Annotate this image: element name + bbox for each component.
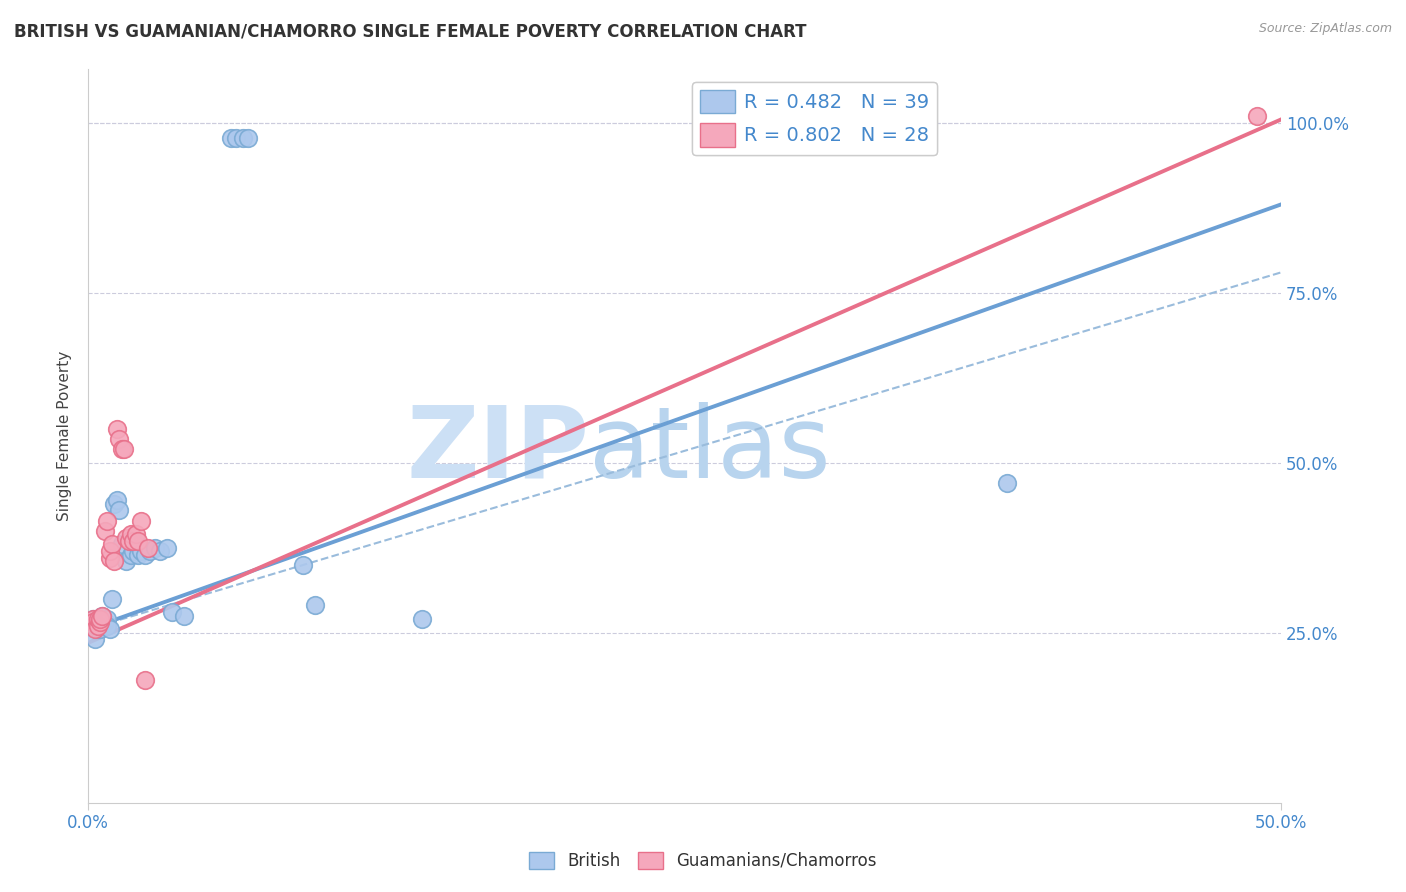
Point — [118, 533, 141, 548]
Point — [122, 533, 145, 548]
Point — [291, 558, 314, 572]
Point — [91, 608, 114, 623]
Point — [139, 544, 162, 558]
Point — [156, 541, 179, 555]
Point — [110, 537, 132, 551]
Point — [82, 615, 104, 630]
Point — [96, 514, 118, 528]
Text: Source: ZipAtlas.com: Source: ZipAtlas.com — [1258, 22, 1392, 36]
Point — [125, 527, 148, 541]
Y-axis label: Single Female Poverty: Single Female Poverty — [58, 351, 72, 521]
Text: BRITISH VS GUAMANIAN/CHAMORRO SINGLE FEMALE POVERTY CORRELATION CHART: BRITISH VS GUAMANIAN/CHAMORRO SINGLE FEM… — [14, 22, 807, 40]
Point — [86, 619, 108, 633]
Point — [134, 548, 156, 562]
Point — [89, 615, 111, 630]
Point — [120, 548, 142, 562]
Point — [221, 131, 243, 145]
Point — [98, 622, 121, 636]
Point — [91, 608, 114, 623]
Point — [105, 493, 128, 508]
Point — [82, 612, 104, 626]
Point — [236, 131, 259, 145]
Point — [82, 612, 104, 626]
Point — [134, 673, 156, 688]
Point — [115, 554, 138, 568]
Legend: British, Guamanians/Chamorros: British, Guamanians/Chamorros — [523, 845, 883, 877]
Point — [127, 533, 149, 548]
Point — [94, 615, 117, 630]
Point — [108, 432, 131, 446]
Point — [101, 537, 124, 551]
Point — [995, 476, 1018, 491]
Point — [89, 615, 111, 630]
Point — [89, 622, 111, 636]
Point — [112, 442, 135, 457]
Point — [143, 541, 166, 555]
Legend: R = 0.482   N = 39, R = 0.802   N = 28: R = 0.482 N = 39, R = 0.802 N = 28 — [692, 82, 938, 154]
Point — [129, 544, 152, 558]
Point — [127, 548, 149, 562]
Point — [89, 612, 111, 626]
Point — [120, 527, 142, 541]
Point — [96, 612, 118, 626]
Point — [98, 544, 121, 558]
Point — [91, 612, 114, 626]
Point — [86, 619, 108, 633]
Text: ZIP: ZIP — [406, 401, 589, 499]
Point — [173, 608, 195, 623]
Point — [304, 599, 326, 613]
Point — [125, 537, 148, 551]
Point — [101, 591, 124, 606]
Point — [149, 544, 172, 558]
Point — [108, 503, 131, 517]
Point — [232, 131, 254, 145]
Point — [103, 496, 125, 510]
Point — [129, 514, 152, 528]
Point — [105, 422, 128, 436]
Point — [1246, 109, 1268, 123]
Point — [82, 615, 104, 630]
Point — [122, 544, 145, 558]
Point — [84, 622, 107, 636]
Point — [94, 524, 117, 538]
Point — [86, 622, 108, 636]
Point — [86, 612, 108, 626]
Point — [115, 531, 138, 545]
Point — [225, 131, 247, 145]
Point — [84, 632, 107, 647]
Point — [96, 619, 118, 633]
Point — [110, 442, 132, 457]
Point — [136, 541, 159, 555]
Point — [411, 612, 433, 626]
Point — [103, 554, 125, 568]
Point — [160, 605, 183, 619]
Point — [98, 550, 121, 565]
Text: atlas: atlas — [589, 401, 831, 499]
